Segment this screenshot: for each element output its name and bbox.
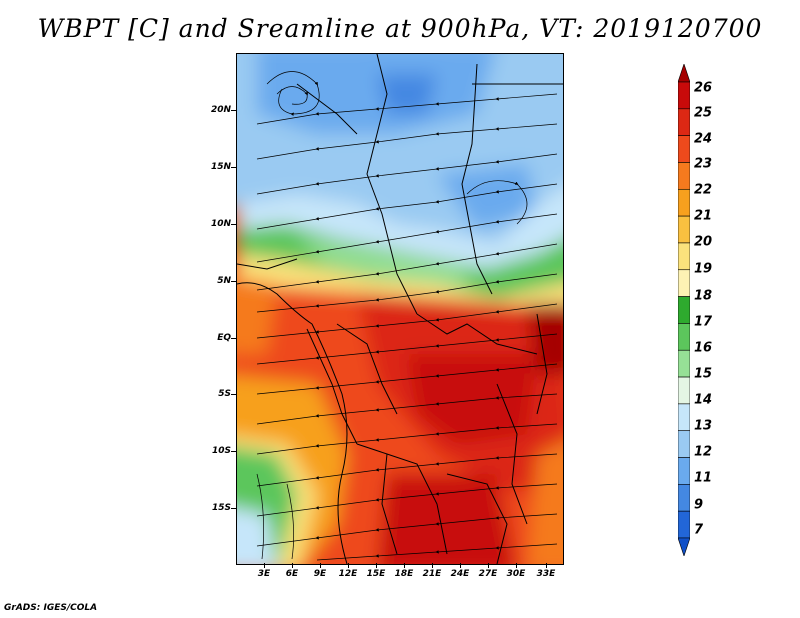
x-axis-label-6e: 6E bbox=[285, 569, 299, 579]
colorbar-segment bbox=[678, 484, 690, 512]
y-axis-label-eq: EQ bbox=[217, 333, 231, 343]
colorbar-segment bbox=[678, 215, 690, 244]
colorbar-label: 16 bbox=[694, 340, 713, 356]
colorbar-label: 23 bbox=[694, 156, 713, 172]
x-axis-label-30e: 30E bbox=[506, 569, 526, 579]
colorbar-segment bbox=[678, 323, 690, 351]
x-axis-label-12e: 12E bbox=[338, 569, 358, 579]
y-axis-label-15s: 15S bbox=[211, 503, 231, 513]
colorbar-segments bbox=[678, 64, 690, 556]
y-tick bbox=[231, 281, 236, 282]
colorbar-label: 24 bbox=[694, 131, 713, 147]
colorbar-segment bbox=[678, 81, 690, 110]
y-axis-label-5s: 5S bbox=[218, 389, 231, 399]
x-axis-label-24e: 24E bbox=[450, 569, 470, 579]
x-axis-label-33e: 33E bbox=[536, 569, 556, 579]
colorbar-label: 21 bbox=[694, 208, 713, 224]
colorbar-label: 11 bbox=[694, 470, 713, 486]
colorbar-segment bbox=[678, 269, 690, 297]
colorbar-segment bbox=[678, 403, 690, 432]
grads-credit: GrADS: IGES/COLA bbox=[4, 603, 98, 613]
y-axis-label-15n: 15N bbox=[210, 162, 231, 172]
colorbar-segment bbox=[678, 510, 690, 539]
y-tick bbox=[231, 167, 236, 168]
colorbar-segment bbox=[678, 135, 690, 163]
colorbar-label: 15 bbox=[694, 366, 713, 382]
x-axis-label-18e: 18E bbox=[394, 569, 414, 579]
colorbar-segment bbox=[678, 349, 690, 378]
x-tick bbox=[404, 563, 405, 568]
y-axis-label-20n: 20N bbox=[210, 105, 231, 115]
colorbar-segment bbox=[678, 242, 690, 271]
x-tick bbox=[320, 563, 321, 568]
colorbar-segment bbox=[678, 376, 690, 405]
colorbar-label: 20 bbox=[694, 234, 713, 250]
streamlines bbox=[256, 71, 558, 561]
colorbar-label: 7 bbox=[694, 522, 704, 538]
x-tick bbox=[264, 563, 265, 568]
colorbar-segment bbox=[678, 108, 690, 136]
colorbar-segment bbox=[678, 162, 690, 190]
colorbar-label: 17 bbox=[694, 314, 713, 330]
colorbar-segment bbox=[678, 188, 690, 217]
colorbar-segment bbox=[678, 537, 690, 556]
y-tick bbox=[231, 451, 236, 452]
chart-title: WBPT [C] and Sreamline at 900hPa, VT: 20… bbox=[37, 14, 763, 43]
colorbar-label: 26 bbox=[694, 80, 713, 96]
colorbar-label: 12 bbox=[694, 444, 713, 460]
x-tick bbox=[376, 563, 377, 568]
y-tick bbox=[231, 110, 236, 111]
y-axis-label-10n: 10N bbox=[210, 219, 231, 229]
colorbar bbox=[678, 64, 690, 556]
colorbar-segment bbox=[678, 457, 690, 485]
y-tick bbox=[231, 394, 236, 395]
x-tick bbox=[432, 563, 433, 568]
y-axis-label-10s: 10S bbox=[211, 446, 231, 456]
x-axis-label-27e: 27E bbox=[478, 569, 498, 579]
colorbar-segment bbox=[678, 64, 690, 83]
x-axis-label-15e: 15E bbox=[366, 569, 386, 579]
y-tick bbox=[231, 338, 236, 339]
x-axis-label-3e: 3E bbox=[257, 569, 271, 579]
colorbar-label: 19 bbox=[694, 261, 713, 277]
colorbar-segment bbox=[678, 430, 690, 458]
y-tick bbox=[231, 224, 236, 225]
x-tick bbox=[460, 563, 461, 568]
colorbar-label: 22 bbox=[694, 182, 713, 198]
map-panel bbox=[236, 53, 564, 565]
x-tick bbox=[348, 563, 349, 568]
x-tick bbox=[516, 563, 517, 568]
colorbar-label: 9 bbox=[694, 497, 704, 513]
wbpt-field-map bbox=[237, 54, 563, 564]
colorbar-label: 14 bbox=[694, 392, 713, 408]
y-axis-label-5n: 5N bbox=[217, 276, 231, 286]
colorbar-label: 18 bbox=[694, 288, 713, 304]
colorbar-label: 25 bbox=[694, 105, 713, 121]
x-axis-label-21e: 21E bbox=[422, 569, 442, 579]
x-axis-label-9e: 9E bbox=[313, 569, 327, 579]
x-tick bbox=[546, 563, 547, 568]
colorbar-segment bbox=[678, 296, 690, 324]
x-tick bbox=[292, 563, 293, 568]
y-tick bbox=[231, 508, 236, 509]
x-tick bbox=[488, 563, 489, 568]
colorbar-label: 13 bbox=[694, 418, 713, 434]
